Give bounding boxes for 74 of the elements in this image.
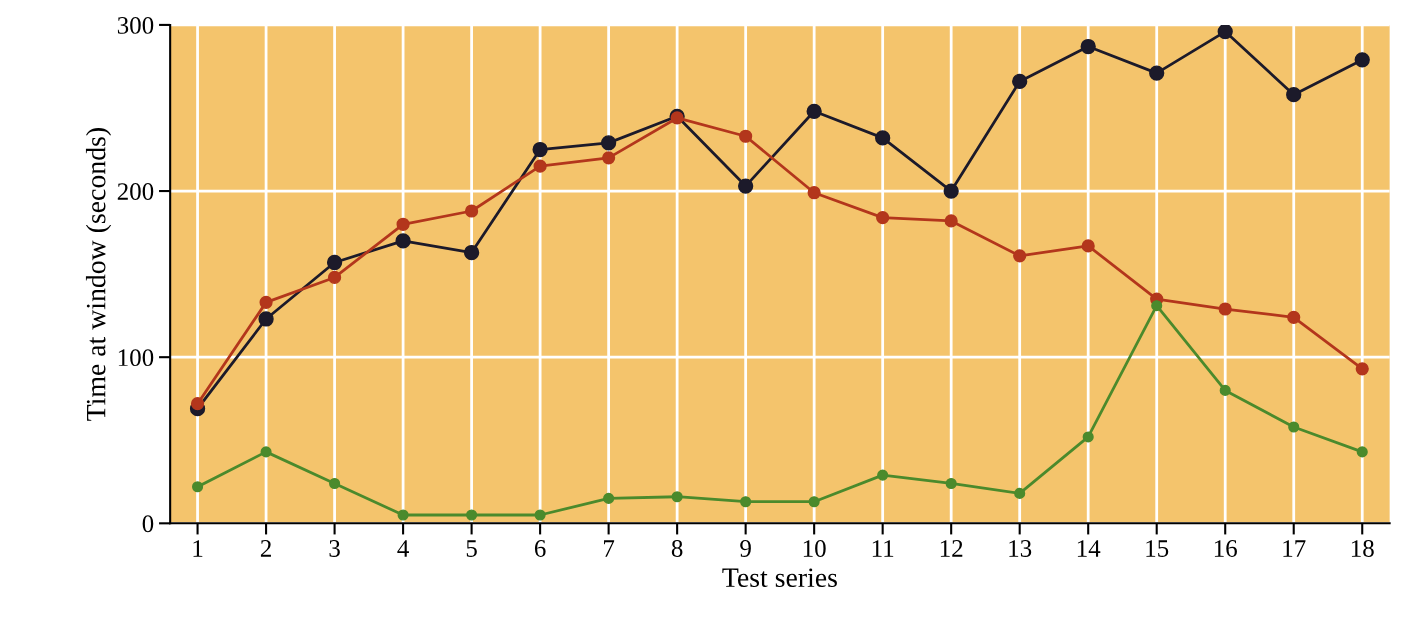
y-tick-label: 200: [117, 183, 154, 200]
point: [258, 311, 274, 327]
point: [190, 397, 205, 411]
point: [1218, 302, 1232, 316]
x-tick-label: 4: [397, 540, 409, 557]
point: [808, 496, 820, 508]
point: [192, 481, 204, 493]
point: [1013, 249, 1027, 263]
point: [877, 469, 889, 481]
point: [1217, 24, 1233, 40]
point: [1080, 38, 1096, 55]
point: [395, 233, 411, 249]
x-tick-label: 18: [1351, 540, 1374, 557]
point: [1356, 446, 1368, 458]
x-tick-label: 14: [1077, 540, 1101, 557]
point: [1082, 431, 1094, 443]
point: [1219, 384, 1231, 396]
point: [740, 496, 752, 508]
point: [671, 491, 683, 503]
point: [1081, 239, 1095, 253]
x-tick-label: 8: [671, 540, 683, 557]
point: [1288, 421, 1300, 433]
point: [1149, 65, 1165, 81]
y-tick-label: 300: [117, 16, 154, 34]
x-tick-label: 17: [1283, 540, 1306, 557]
x-tick-label: 1: [193, 540, 203, 557]
point: [532, 141, 548, 158]
x-tick-label: 12: [940, 540, 963, 557]
x-tick-label: 10: [803, 540, 826, 557]
x-tick-label: 7: [604, 540, 615, 557]
point: [534, 509, 546, 521]
x-tick-label: 13: [1009, 540, 1032, 557]
point: [463, 244, 480, 261]
point: [602, 151, 616, 165]
point: [738, 178, 754, 194]
y-axis-title: Time at window (seconds): [85, 128, 112, 421]
point: [945, 477, 957, 490]
point: [876, 211, 890, 225]
point: [943, 183, 959, 199]
point: [329, 477, 341, 490]
x-tick-label: 5: [466, 540, 477, 557]
point: [807, 186, 821, 200]
point: [259, 295, 273, 309]
point: [1355, 362, 1369, 376]
x-axis-title: Test series: [722, 568, 837, 588]
y-tick-label: 100: [118, 349, 154, 367]
point: [397, 509, 409, 521]
point: [1151, 300, 1163, 312]
point: [465, 204, 479, 218]
point: [1287, 310, 1301, 324]
point: [1012, 73, 1028, 90]
x-tick-label: 3: [329, 540, 340, 557]
point: [603, 492, 615, 504]
point: [1354, 52, 1370, 68]
point: [533, 159, 547, 173]
x-tick-label: 11: [872, 540, 894, 557]
point: [1014, 487, 1026, 499]
x-tick-label: 9: [740, 540, 751, 557]
point: [260, 446, 272, 458]
point: [327, 270, 342, 285]
point: [806, 103, 822, 119]
point: [600, 135, 617, 151]
x-tick-label: 16: [1214, 540, 1237, 557]
point: [326, 254, 343, 271]
point: [944, 214, 958, 228]
y-tick-label: 0: [142, 515, 154, 533]
point: [396, 217, 410, 231]
point: [875, 130, 891, 146]
x-tick-label: 6: [534, 540, 546, 557]
point: [739, 129, 753, 143]
point: [1286, 87, 1302, 103]
x-tick-label: 15: [1146, 540, 1169, 557]
x-tick-label: 2: [260, 540, 271, 557]
point: [466, 509, 478, 521]
